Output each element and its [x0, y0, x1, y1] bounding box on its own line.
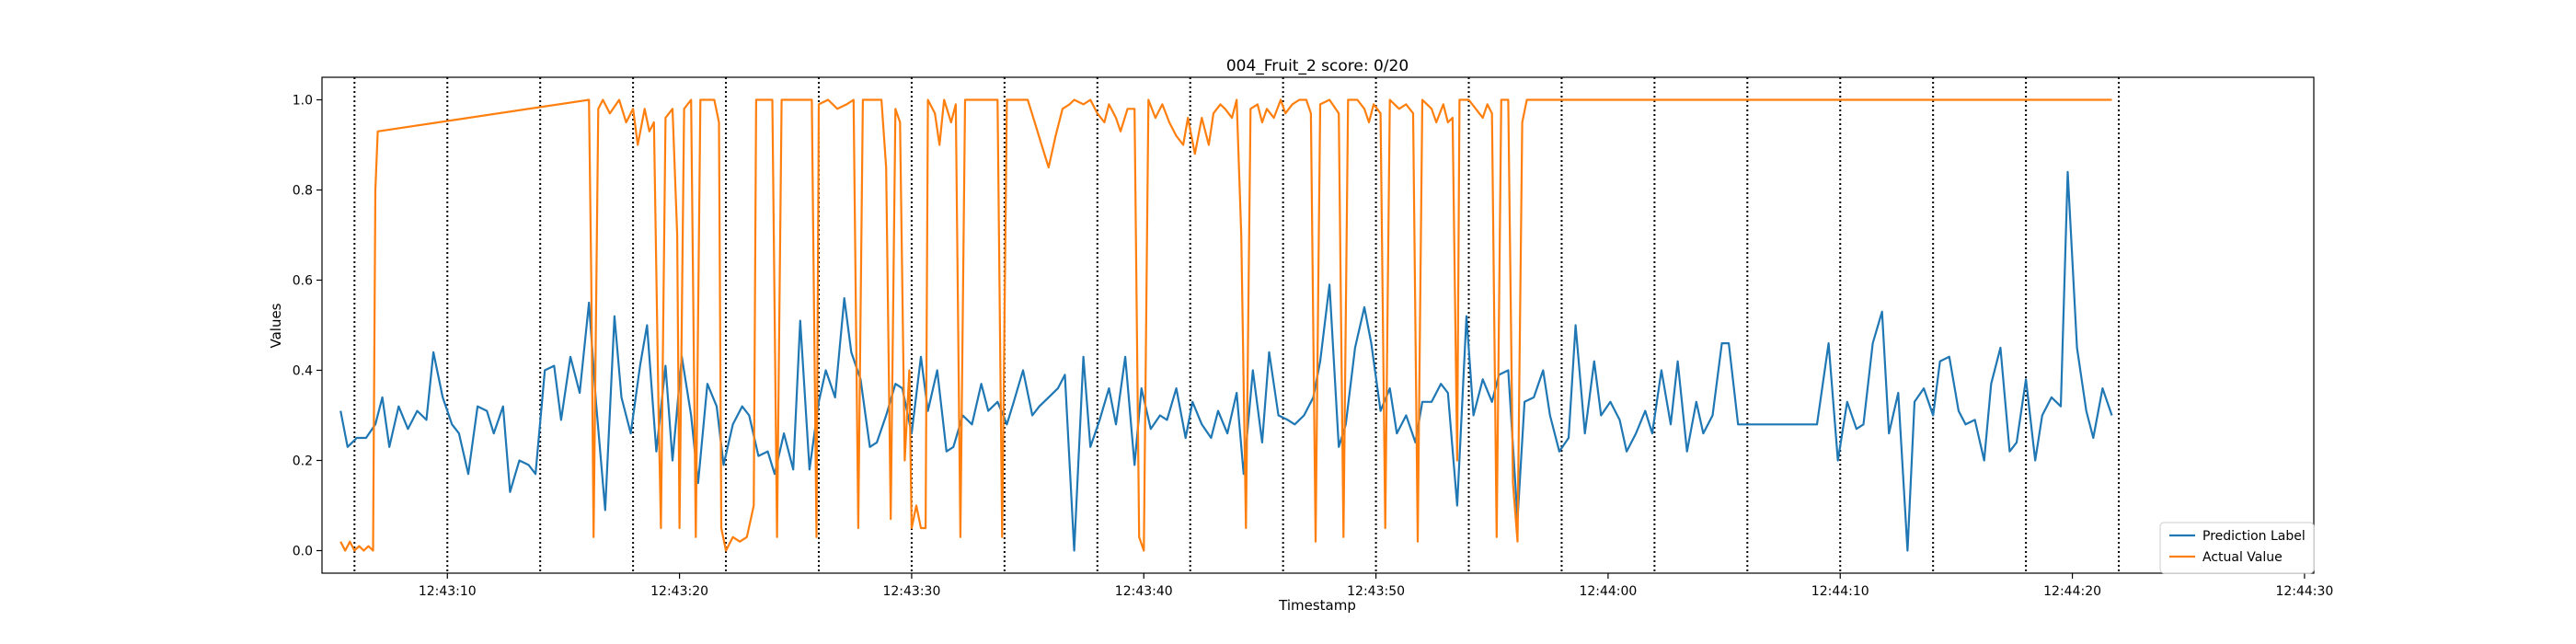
x-axis-label: Timestamp [1278, 597, 1356, 614]
plot-area [321, 76, 2315, 574]
y-tick-label: 0.6 [293, 274, 313, 289]
x-tick-label: 12:44:10 [1811, 584, 1869, 599]
x-tick-label: 12:43:50 [1347, 584, 1405, 599]
plot-frame [321, 76, 2315, 574]
x-tick-label: 12:43:40 [1115, 584, 1173, 599]
y-tick-label: 0.0 [293, 545, 313, 559]
x-tick-label: 12:44:00 [1579, 584, 1637, 599]
series-line-actual-value [339, 98, 2112, 552]
x-tick-label: 12:43:10 [419, 584, 477, 599]
y-tick-label: 0.2 [293, 454, 313, 469]
series-line-prediction-label [339, 170, 2113, 552]
legend-entry-actual-value: Actual Value [2202, 550, 2283, 565]
y-tick-label: 0.8 [293, 184, 313, 199]
legend-entry-prediction-label: Prediction Label [2202, 529, 2306, 544]
x-tick-label: 12:43:20 [650, 584, 708, 599]
y-tick-label: 0.4 [293, 364, 313, 379]
x-tick-label: 12:44:20 [2043, 584, 2101, 599]
x-tick-label: 12:44:30 [2275, 584, 2333, 599]
x-axis-ticks: 12:43:10 12:43:20 12:43:30 12:43:40 12:43:50… [419, 573, 2333, 599]
y-axis-ticks: 0.0 0.2 0.4 0.6 0.8 1.0 [293, 94, 322, 559]
legend: Prediction Label Actual Value [2159, 522, 2315, 574]
chart-title: 004_Fruit_2 score: 0/20 [1226, 57, 1409, 75]
legend-box [2159, 522, 2315, 574]
x-tick-label: 12:43:30 [882, 584, 940, 599]
series-layer [339, 98, 2113, 552]
y-axis-label: Values [268, 303, 284, 348]
y-tick-label: 1.0 [293, 94, 313, 109]
